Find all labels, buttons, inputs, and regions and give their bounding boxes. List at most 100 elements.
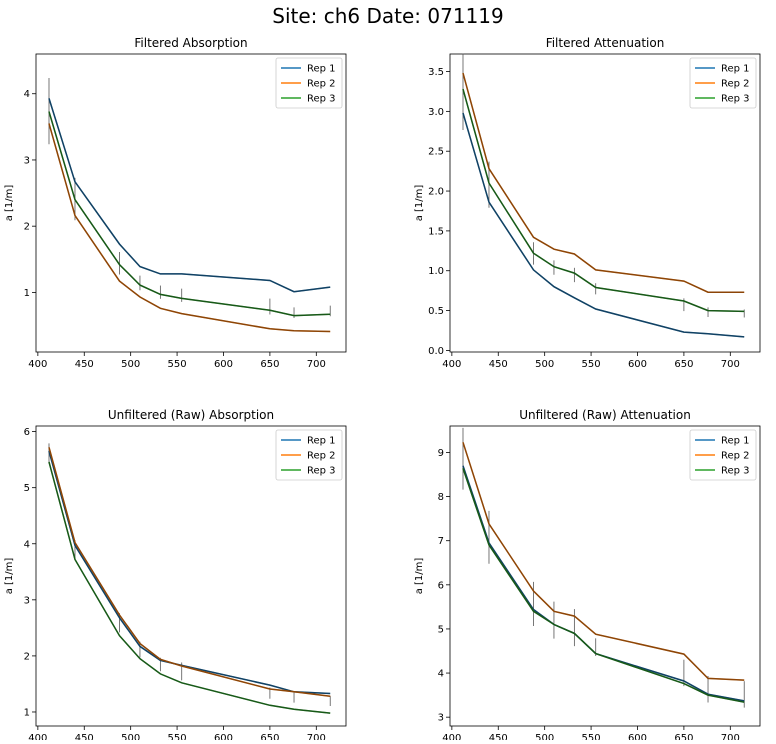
y-axis-label: a [1/m] [4, 558, 15, 595]
y-tick-label: 4 [24, 539, 30, 550]
x-tick-label: 700 [721, 359, 740, 368]
y-tick-label: 3.0 [428, 107, 444, 118]
series-shade-rep-2 [462, 72, 745, 293]
chart-filtered-attenuation: Filtered Attenuation 400 450 500 550 600 650 70… [414, 36, 761, 368]
legend-box [275, 429, 343, 481]
chart-title: Filtered Absorption [134, 36, 247, 50]
series-line-rep-3 [48, 461, 331, 714]
series-line-rep-3 [462, 88, 745, 313]
y-tick-label: 3 [438, 713, 444, 724]
y-tick-label: 0.5 [428, 306, 444, 317]
series-line-rep-3 [48, 111, 331, 317]
axes-frame [449, 425, 761, 727]
series-shade-rep-2 [48, 123, 331, 333]
legend-label: Rep 2 [721, 451, 750, 462]
figure-title: Site: ch6 Date: 071119 [272, 4, 504, 28]
y-axis-label: a [1/m] [414, 185, 425, 222]
axes-frame [449, 53, 761, 353]
x-tick-label: 550 [582, 359, 601, 368]
legend-label: Rep 3 [721, 466, 750, 477]
y-tick-label: 4 [438, 669, 444, 680]
y-tick-label: 2.0 [428, 187, 444, 198]
y-tick-label: 3.5 [428, 67, 444, 78]
chart-title: Unfiltered (Raw) Absorption [108, 408, 274, 422]
chart-filtered-absorption: Filtered Absorption 400 450 500 550 600 650 700… [4, 36, 347, 368]
y-tick-label: 1 [24, 288, 30, 299]
axes-frame [35, 53, 347, 353]
y-tick-label: 5 [24, 483, 30, 494]
y-tick-label: 3 [24, 155, 30, 166]
chart-raw-attenuation: Unfiltered (Raw) Attenuation 400 450 500 550… [414, 408, 761, 740]
x-tick-label: 700 [307, 359, 326, 368]
legend-label: Rep 3 [307, 94, 336, 105]
series-shade-rep-3 [462, 88, 745, 313]
y-tick-label: 1.0 [428, 266, 444, 277]
y-tick-label: 0.0 [428, 346, 444, 357]
legend-label: Rep 2 [307, 451, 336, 462]
x-tick-label: 650 [674, 359, 693, 368]
y-tick-label: 9 [438, 448, 444, 459]
series-line-rep-1 [462, 465, 745, 702]
y-tick-label: 6 [438, 580, 444, 591]
legend-box [275, 57, 343, 109]
x-tick-label: 500 [121, 733, 140, 740]
chart-raw-absorption: Unfiltered (Raw) Absorption 400 450 500 550 6… [4, 408, 347, 740]
legend-label: Rep 1 [307, 436, 336, 447]
series-line-rep-1 [48, 98, 331, 293]
x-tick-label: 500 [535, 733, 554, 740]
axes-frame [35, 425, 347, 727]
y-tick-label: 6 [24, 427, 30, 438]
y-tick-label: 3 [24, 595, 30, 606]
y-axis-label: a [1/m] [4, 185, 15, 222]
x-tick-label: 700 [307, 733, 326, 740]
legend-label: Rep 3 [721, 94, 750, 105]
x-tick-label: 600 [214, 359, 233, 368]
chart-title: Unfiltered (Raw) Attenuation [519, 408, 691, 422]
legend-label: Rep 1 [307, 64, 336, 75]
series-shade-rep-2 [48, 447, 331, 698]
series-line-rep-2 [48, 123, 331, 333]
x-tick-label: 400 [28, 359, 47, 368]
series-shade-rep-3 [48, 461, 331, 714]
series-shade-rep-2 [462, 442, 745, 681]
y-tick-label: 2 [24, 222, 30, 233]
series-line-rep-1 [462, 112, 745, 338]
y-tick-label: 2 [24, 651, 30, 662]
x-tick-label: 450 [75, 359, 94, 368]
x-tick-label: 400 [28, 733, 47, 740]
x-tick-label: 700 [721, 733, 740, 740]
y-tick-label: 1 [24, 707, 30, 718]
y-tick-label: 5 [438, 624, 444, 635]
x-tick-label: 450 [75, 733, 94, 740]
x-tick-label: 650 [674, 733, 693, 740]
x-tick-label: 650 [260, 733, 279, 740]
legend-label: Rep 3 [307, 466, 336, 477]
series-line-rep-2 [48, 447, 331, 698]
y-axis-label: a [1/m] [414, 558, 425, 595]
series-shade-rep-1 [462, 112, 745, 338]
x-tick-label: 550 [168, 733, 187, 740]
legend-box [689, 57, 757, 109]
y-tick-label: 4 [24, 89, 30, 100]
y-tick-label: 2.5 [428, 147, 444, 158]
series-shade-rep-3 [48, 111, 331, 317]
chart-title: Filtered Attenuation [546, 36, 665, 50]
x-tick-label: 550 [582, 733, 601, 740]
legend-label: Rep 2 [721, 79, 750, 90]
series-shade-rep-1 [48, 451, 331, 695]
x-tick-label: 500 [121, 359, 140, 368]
legend-label: Rep 1 [721, 64, 750, 75]
legend-label: Rep 1 [721, 436, 750, 447]
x-tick-label: 450 [489, 359, 508, 368]
x-tick-label: 400 [442, 733, 461, 740]
series-shade-rep-1 [462, 465, 745, 702]
y-tick-label: 8 [438, 492, 444, 503]
y-tick-label: 7 [438, 536, 444, 547]
legend-box [689, 429, 757, 481]
legend-label: Rep 2 [307, 79, 336, 90]
series-line-rep-2 [462, 442, 745, 681]
x-tick-label: 550 [168, 359, 187, 368]
x-tick-label: 600 [628, 733, 647, 740]
series-line-rep-3 [462, 468, 745, 703]
y-tick-label: 1.5 [428, 226, 444, 237]
